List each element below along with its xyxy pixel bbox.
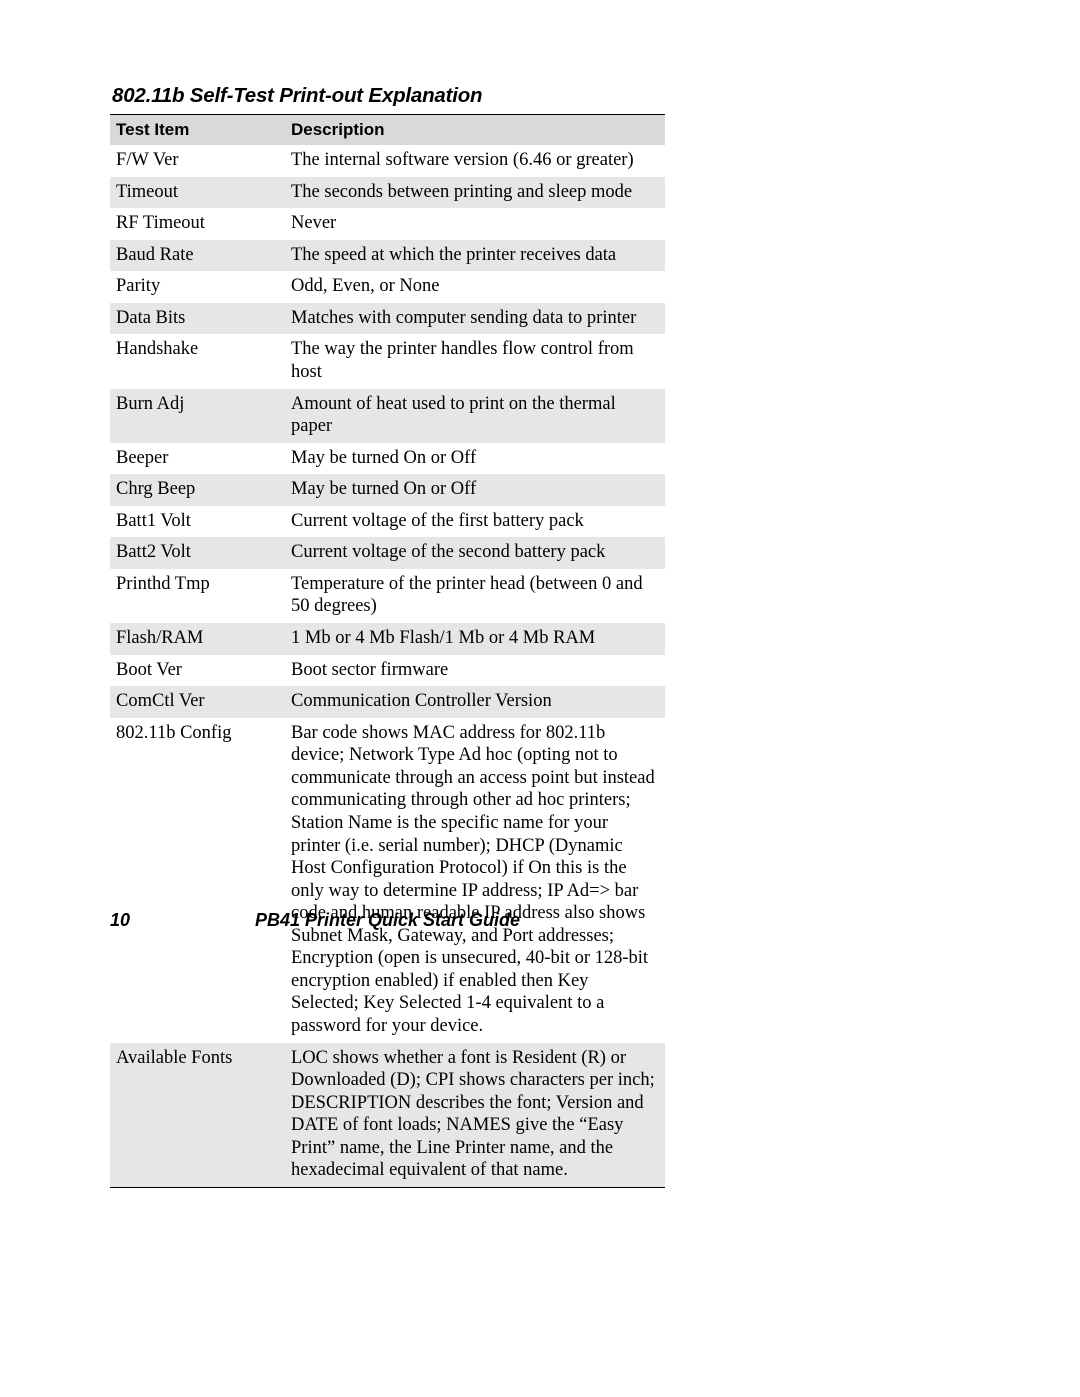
table-row: Burn AdjAmount of heat used to print on … xyxy=(110,389,665,443)
cell-description: Never xyxy=(285,208,665,240)
table-row: RF TimeoutNever xyxy=(110,208,665,240)
cell-test-item: Parity xyxy=(110,271,285,303)
table-row: TimeoutThe seconds between printing and … xyxy=(110,177,665,209)
cell-test-item: Chrg Beep xyxy=(110,474,285,506)
cell-description: Bar code shows MAC address for 802.11b d… xyxy=(285,718,665,1043)
guide-title: PB41 Printer Quick Start Guide xyxy=(110,910,665,931)
cell-description: Current voltage of the first battery pac… xyxy=(285,506,665,538)
table-row: Chrg BeepMay be turned On or Off xyxy=(110,474,665,506)
cell-description: Amount of heat used to print on the ther… xyxy=(285,389,665,443)
cell-test-item: 802.11b Config xyxy=(110,718,285,1043)
section-title: 802.11b Self-Test Print-out Explanation xyxy=(112,84,970,108)
cell-description: The seconds between printing and sleep m… xyxy=(285,177,665,209)
document-page: 802.11b Self-Test Print-out Explanation … xyxy=(0,0,1080,1397)
table-row: 802.11b ConfigBar code shows MAC address… xyxy=(110,718,665,1043)
cell-test-item: Batt1 Volt xyxy=(110,506,285,538)
cell-description: The way the printer handles flow control… xyxy=(285,334,665,388)
cell-test-item: Printhd Tmp xyxy=(110,569,285,623)
table-row: F/W VerThe internal software version (6.… xyxy=(110,145,665,177)
cell-test-item: Flash/RAM xyxy=(110,623,285,655)
cell-description: Odd, Even, or None xyxy=(285,271,665,303)
cell-test-item: Data Bits xyxy=(110,303,285,335)
cell-description: 1 Mb or 4 Mb Flash/1 Mb or 4 Mb RAM xyxy=(285,623,665,655)
cell-test-item: F/W Ver xyxy=(110,145,285,177)
col-header-item: Test Item xyxy=(110,115,285,146)
cell-test-item: Handshake xyxy=(110,334,285,388)
cell-test-item: Burn Adj xyxy=(110,389,285,443)
cell-test-item: Available Fonts xyxy=(110,1043,285,1188)
cell-description: LOC shows whether a font is Resident (R)… xyxy=(285,1043,665,1188)
table-row: ParityOdd, Even, or None xyxy=(110,271,665,303)
table-row: ComCtl VerCommunication Controller Versi… xyxy=(110,686,665,718)
table-row: BeeperMay be turned On or Off xyxy=(110,443,665,475)
selftest-table: Test Item Description F/W VerThe interna… xyxy=(110,114,665,1188)
cell-test-item: Beeper xyxy=(110,443,285,475)
cell-test-item: Baud Rate xyxy=(110,240,285,272)
table-row: Boot VerBoot sector firmware xyxy=(110,655,665,687)
table-row: HandshakeThe way the printer handles flo… xyxy=(110,334,665,388)
cell-description: The internal software version (6.46 or g… xyxy=(285,145,665,177)
table-row: Data BitsMatches with computer sending d… xyxy=(110,303,665,335)
table-row: Batt1 VoltCurrent voltage of the first b… xyxy=(110,506,665,538)
cell-test-item: Batt2 Volt xyxy=(110,537,285,569)
table-row: Printhd TmpTemperature of the printer he… xyxy=(110,569,665,623)
table-header-row: Test Item Description xyxy=(110,115,665,146)
cell-test-item: Boot Ver xyxy=(110,655,285,687)
cell-description: Current voltage of the second battery pa… xyxy=(285,537,665,569)
cell-description: The speed at which the printer receives … xyxy=(285,240,665,272)
cell-test-item: RF Timeout xyxy=(110,208,285,240)
table-row: Available FontsLOC shows whether a font … xyxy=(110,1043,665,1188)
col-header-desc: Description xyxy=(285,115,665,146)
table-row: Baud RateThe speed at which the printer … xyxy=(110,240,665,272)
cell-description: Temperature of the printer head (between… xyxy=(285,569,665,623)
table-row: Batt2 VoltCurrent voltage of the second … xyxy=(110,537,665,569)
cell-description: Matches with computer sending data to pr… xyxy=(285,303,665,335)
cell-description: May be turned On or Off xyxy=(285,474,665,506)
table-row: Flash/RAM1 Mb or 4 Mb Flash/1 Mb or 4 Mb… xyxy=(110,623,665,655)
cell-test-item: Timeout xyxy=(110,177,285,209)
cell-test-item: ComCtl Ver xyxy=(110,686,285,718)
cell-description: Boot sector firmware xyxy=(285,655,665,687)
cell-description: Communication Controller Version xyxy=(285,686,665,718)
cell-description: May be turned On or Off xyxy=(285,443,665,475)
